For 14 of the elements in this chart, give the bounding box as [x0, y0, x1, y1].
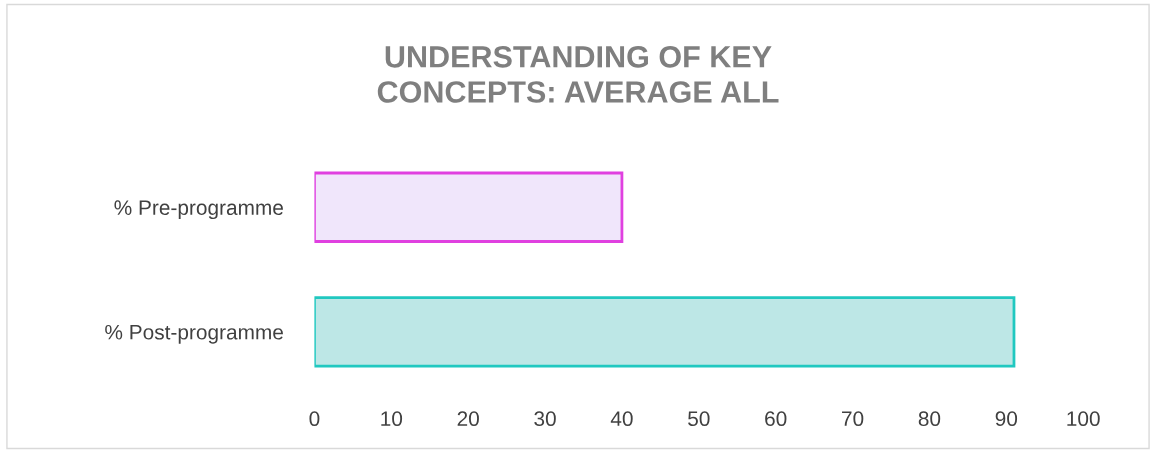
- x-tick-label: 10: [381, 411, 403, 427]
- x-tick-label: 20: [457, 411, 479, 427]
- x-tick-label: 30: [534, 411, 556, 427]
- x-tick-label: 60: [765, 411, 787, 427]
- x-tick-label: 100: [1067, 411, 1100, 427]
- x-tick-label: 40: [610, 411, 633, 427]
- x-tick-label: 80: [918, 411, 941, 427]
- x-tick-label: 0: [309, 411, 320, 427]
- y-tick-label: % Pre-programme: [114, 200, 283, 220]
- x-tick-label: 50: [688, 411, 710, 427]
- x-tick-label: 90: [995, 411, 1018, 427]
- x-tick-label: 70: [842, 411, 864, 427]
- y-tick-label: % Post-programme: [105, 324, 283, 344]
- chart-title: UNDERSTANDING OF KEY CONCEPTS: AVERAGE ALL: [377, 46, 779, 103]
